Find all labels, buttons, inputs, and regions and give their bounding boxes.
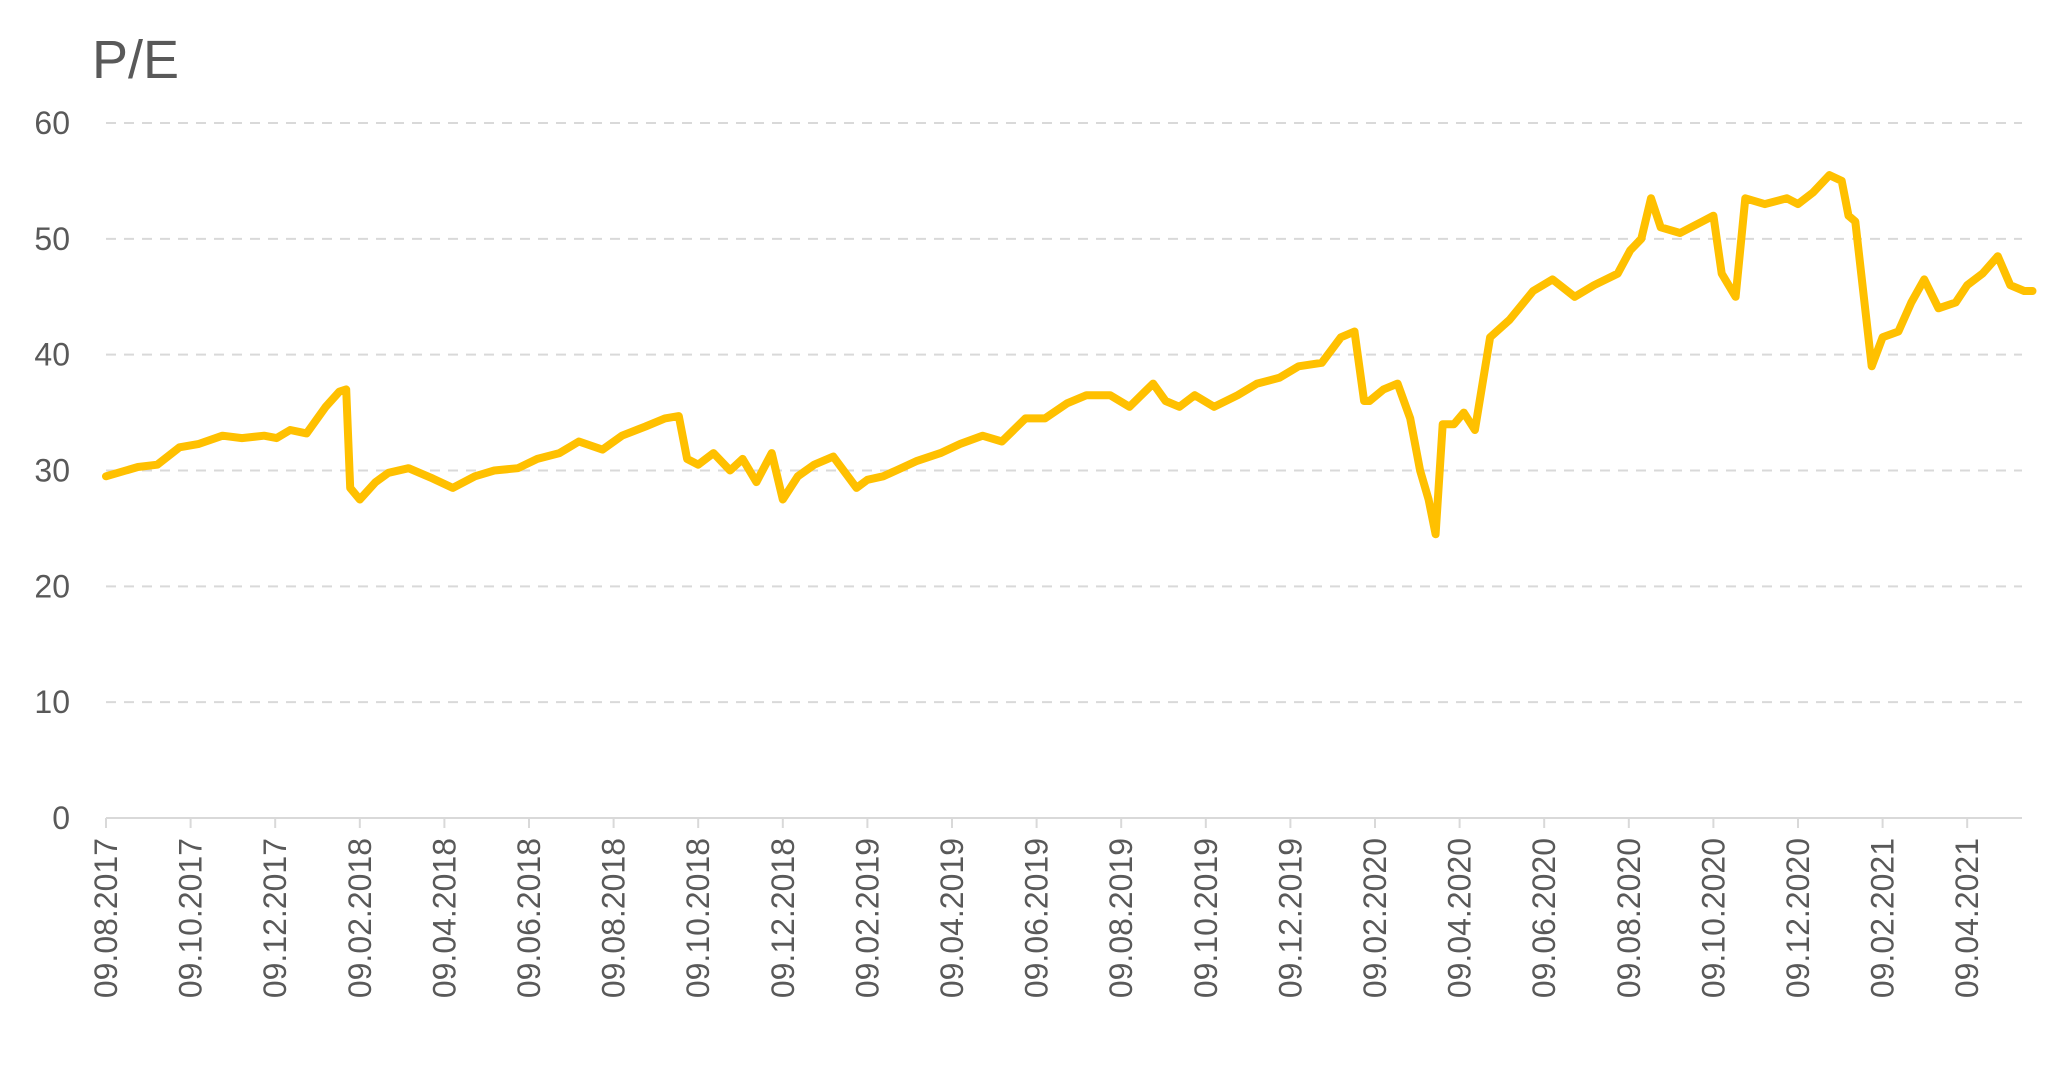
x-tick-label: 09.08.2020 bbox=[1611, 838, 1647, 998]
x-tick-label: 09.12.2018 bbox=[765, 838, 801, 998]
x-tick-label: 09.12.2020 bbox=[1780, 838, 1816, 998]
series-layer bbox=[102, 171, 2037, 539]
x-tick-label: 09.04.2018 bbox=[426, 838, 462, 998]
y-tick-label: 0 bbox=[52, 800, 70, 836]
y-tick-label: 30 bbox=[34, 453, 70, 489]
x-tick-label: 09.10.2020 bbox=[1695, 838, 1731, 998]
x-tick-label: 09.08.2018 bbox=[596, 838, 632, 998]
pe-series-line bbox=[102, 171, 2037, 539]
x-tick-label: 09.08.2017 bbox=[88, 838, 124, 998]
x-tick-label: 09.02.2020 bbox=[1357, 838, 1393, 998]
y-tick-label: 20 bbox=[34, 568, 70, 604]
gridlines bbox=[106, 122, 2022, 819]
x-tick-label: 09.04.2020 bbox=[1442, 838, 1478, 998]
y-axis-title: P/E bbox=[92, 30, 179, 90]
x-tick-label: 09.06.2020 bbox=[1526, 838, 1562, 998]
x-tick-label: 09.10.2019 bbox=[1188, 838, 1224, 998]
y-tick-label: 50 bbox=[34, 221, 70, 257]
x-tick-label: 09.12.2019 bbox=[1272, 838, 1308, 998]
x-tick-label: 09.04.2019 bbox=[934, 838, 970, 998]
x-tick-label: 09.02.2018 bbox=[342, 838, 378, 998]
x-tick-label: 09.10.2017 bbox=[173, 838, 209, 998]
x-tick-label: 09.06.2019 bbox=[1019, 838, 1055, 998]
x-tick-label: 09.02.2021 bbox=[1865, 838, 1901, 998]
y-tick-labels: 0 10 20 30 40 50 60 bbox=[34, 105, 70, 836]
x-tick-label: 09.12.2017 bbox=[257, 838, 293, 998]
x-tick-label: 09.04.2021 bbox=[1949, 838, 1985, 998]
y-tick-label: 40 bbox=[34, 337, 70, 373]
x-tick-labels: 09.08.2017 09.10.2017 09.12.2017 09.02.2018… bbox=[88, 818, 1985, 998]
y-tick-label: 60 bbox=[34, 105, 70, 141]
x-tick-label: 09.06.2018 bbox=[511, 838, 547, 998]
x-tick-label: 09.02.2019 bbox=[849, 838, 885, 998]
y-tick-label: 10 bbox=[34, 684, 70, 720]
x-tick-label: 09.08.2019 bbox=[1103, 838, 1139, 998]
x-tick-label: 09.10.2018 bbox=[680, 838, 716, 998]
